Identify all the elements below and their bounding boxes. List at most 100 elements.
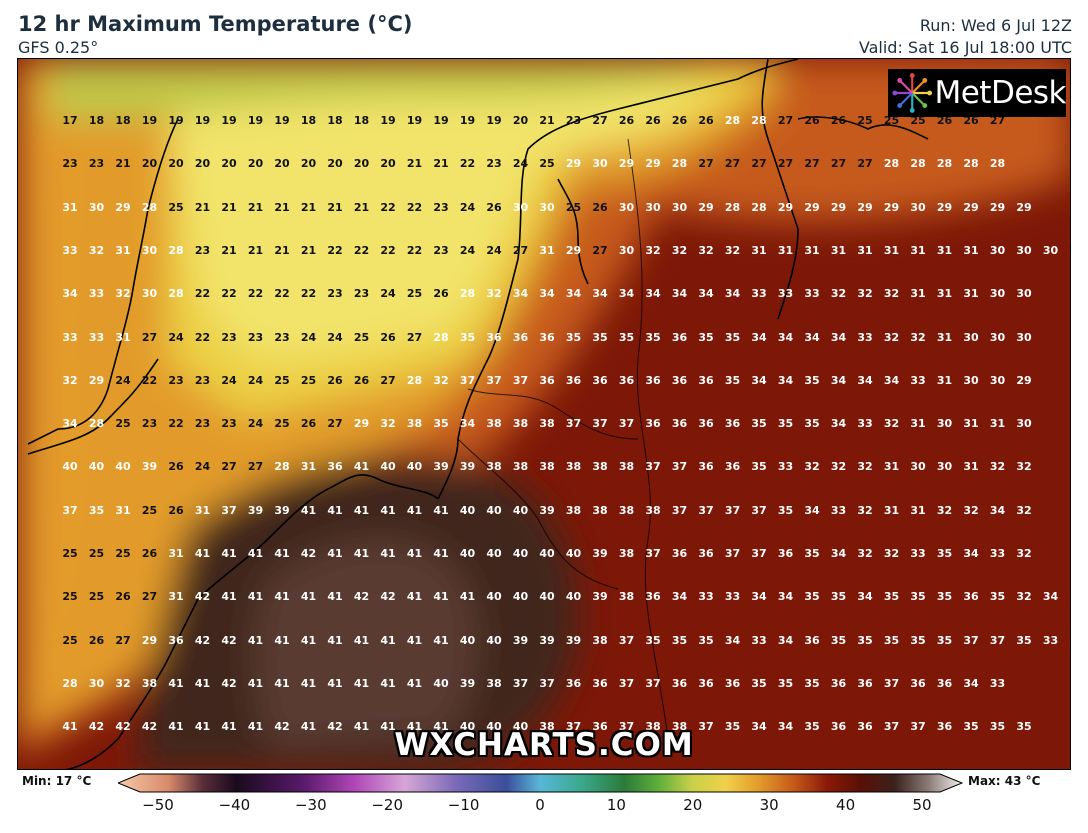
temperature-value: 29 <box>857 200 873 214</box>
temperature-value: 36 <box>698 547 714 560</box>
temperature-value: 23 <box>141 417 158 431</box>
temperature-value: 42 <box>353 590 370 604</box>
temperature-value: 37 <box>910 720 926 734</box>
temperature-value: 41 <box>406 590 423 604</box>
temperature-value: 27 <box>592 114 608 127</box>
temperature-value: 41 <box>406 503 423 517</box>
temperature-value: 36 <box>618 373 635 387</box>
temperature-value: 33 <box>989 676 1006 690</box>
temperature-value: 35 <box>88 503 105 517</box>
temperature-value: 35 <box>724 373 741 387</box>
temperature-value: 36 <box>565 676 582 690</box>
temperature-value: 19 <box>486 114 502 127</box>
temperature-value: 30 <box>645 200 661 214</box>
temperature-value: 37 <box>62 503 78 517</box>
temperature-value: 28 <box>406 373 423 387</box>
temperature-value: 26 <box>300 417 317 431</box>
temperature-value: 41 <box>221 590 237 604</box>
temperature-value: 40 <box>565 590 582 604</box>
temperature-value: 36 <box>168 633 184 647</box>
legend-tick-label: 20 <box>683 796 703 814</box>
temperature-value: 20 <box>380 157 396 171</box>
temperature-value: 32 <box>671 243 688 257</box>
temperature-value: 41 <box>327 590 343 604</box>
temperature-value: 34 <box>645 287 661 301</box>
metdesk-logo-text: MetDesk <box>934 75 1066 111</box>
wxcharts-watermark: WXCHARTS.COM <box>394 727 694 763</box>
temperature-value: 27 <box>512 243 529 257</box>
temperature-map[interactable]: 17 18 18 19 19 19 19 19 19 18 18 18 19 19 19 19 19 20 21 23… <box>17 58 1071 770</box>
temperature-value: 32 <box>883 547 900 560</box>
temperature-value: 35 <box>857 633 873 647</box>
temperature-value: 31 <box>539 243 555 257</box>
temperature-value: 30 <box>910 200 926 214</box>
temperature-value: 32 <box>857 460 873 474</box>
temperature-value: 30 <box>910 460 926 474</box>
temperature-value: 35 <box>963 720 979 734</box>
temperature-value: 19 <box>459 114 476 127</box>
temperature-value: 27 <box>115 633 131 647</box>
temperature-value: 38 <box>618 503 635 517</box>
temperature-value: 41 <box>406 720 423 734</box>
temperature-value: 25 <box>62 547 78 560</box>
temperature-value: 36 <box>698 460 714 474</box>
temperature-value: 39 <box>141 460 158 474</box>
temperature-value: 19 <box>433 114 449 127</box>
temperature-value: 41 <box>380 676 396 690</box>
temperature-value: 33 <box>724 590 741 604</box>
temperature-value: 41 <box>221 547 237 560</box>
temperature-value: 31 <box>936 243 953 257</box>
temperature-value: 37 <box>618 417 635 431</box>
temperature-value: 42 <box>327 720 343 734</box>
temperature-value: 28 <box>883 157 900 171</box>
temperature-value: 33 <box>857 330 873 344</box>
temperature-value: 36 <box>592 373 608 387</box>
temperature-value: 40 <box>512 503 529 517</box>
temperature-value: 32 <box>1016 460 1032 474</box>
temperature-value: 36 <box>724 676 741 690</box>
temperature-value: 35 <box>724 330 741 344</box>
temperature-value: 28 <box>141 200 158 214</box>
temperature-value: 31 <box>751 243 767 257</box>
temperature-value: 19 <box>247 114 264 127</box>
temperature-value: 30 <box>141 287 158 301</box>
temperature-value: 27 <box>141 330 158 344</box>
temperature-value: 41 <box>353 676 370 690</box>
temperature-value: 24 <box>380 287 396 301</box>
temperature-value: 25 <box>141 503 158 517</box>
temperature-value: 29 <box>963 200 979 214</box>
temperature-value: 33 <box>62 243 78 257</box>
temperature-value: 42 <box>115 720 131 734</box>
temperature-value: 23 <box>168 373 184 387</box>
temperature-value: 30 <box>592 157 608 171</box>
temperature-value: 37 <box>592 417 608 431</box>
temperature-value: 27 <box>777 114 794 127</box>
temperature-value: 21 <box>539 114 555 127</box>
temperature-value: 24 <box>459 200 476 214</box>
temperature-value: 23 <box>221 330 237 344</box>
temperature-value: 30 <box>671 200 688 214</box>
temperature-value: 20 <box>168 157 184 171</box>
temperature-value: 36 <box>936 676 953 690</box>
legend-tick-label: −10 <box>447 796 480 814</box>
temperature-value: 36 <box>327 460 343 474</box>
temperature-value: 23 <box>486 157 502 171</box>
temperature-value: 34 <box>565 287 582 301</box>
temperature-value: 21 <box>247 200 264 214</box>
temperature-value: 38 <box>645 503 661 517</box>
temperature-value: 34 <box>857 590 873 604</box>
temperature-value: 31 <box>963 287 979 301</box>
temperature-value: 25 <box>62 590 78 604</box>
temperature-value: 20 <box>221 157 237 171</box>
temperature-value: 28 <box>274 460 290 474</box>
temperature-value: 41 <box>247 676 264 690</box>
temperature-value: 41 <box>194 720 211 734</box>
temperature-value: 41 <box>433 590 449 604</box>
legend-min-label: Min: 17 °C <box>22 774 92 788</box>
temperature-value: 24 <box>327 330 343 344</box>
legend-tick-label: −20 <box>371 796 404 814</box>
temperature-value: 33 <box>830 503 847 517</box>
temperature-value: 35 <box>777 417 794 431</box>
temperature-value: 34 <box>830 330 847 344</box>
temperature-value: 37 <box>645 547 661 560</box>
